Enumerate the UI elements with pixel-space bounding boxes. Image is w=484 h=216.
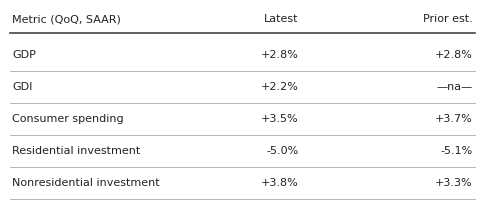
- Text: +2.8%: +2.8%: [260, 50, 298, 60]
- Text: -5.0%: -5.0%: [266, 146, 298, 156]
- Text: —na—: —na—: [436, 82, 472, 92]
- Text: Latest: Latest: [263, 14, 298, 24]
- Text: +3.7%: +3.7%: [434, 114, 472, 124]
- Text: Residential investment: Residential investment: [12, 146, 140, 156]
- Text: +3.5%: +3.5%: [260, 114, 298, 124]
- Text: +2.8%: +2.8%: [434, 50, 472, 60]
- Text: -5.1%: -5.1%: [440, 146, 472, 156]
- Text: Consumer spending: Consumer spending: [12, 114, 123, 124]
- Text: Nonresidential investment: Nonresidential investment: [12, 178, 159, 188]
- Text: GDP: GDP: [12, 50, 36, 60]
- Text: +3.8%: +3.8%: [260, 178, 298, 188]
- Text: +3.3%: +3.3%: [434, 178, 472, 188]
- Text: +2.2%: +2.2%: [260, 82, 298, 92]
- Text: GDI: GDI: [12, 82, 32, 92]
- Text: Prior est.: Prior est.: [422, 14, 472, 24]
- Text: Metric (QoQ, SAAR): Metric (QoQ, SAAR): [12, 14, 121, 24]
